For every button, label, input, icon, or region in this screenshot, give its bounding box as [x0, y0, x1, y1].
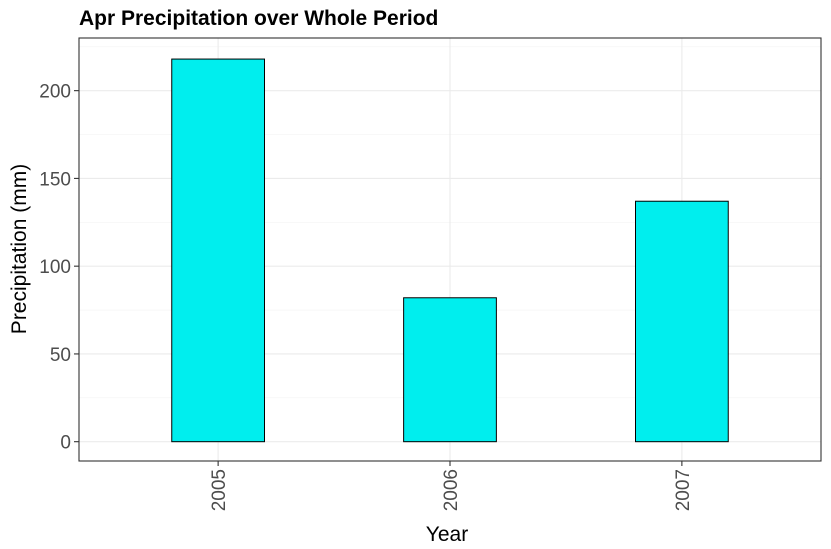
x-tick-label: 2005 — [209, 469, 230, 511]
y-axis: 0 50 100 150 200 — [39, 82, 79, 454]
x-axis: 2005 2006 2007 — [209, 461, 694, 511]
bar-2006 — [403, 297, 497, 443]
y-tick-label: 150 — [39, 169, 71, 190]
bars — [171, 58, 729, 443]
chart-title: Apr Precipitation over Whole Period — [79, 7, 438, 30]
x-tick-label: 2006 — [441, 469, 462, 511]
y-tick-label: 0 — [60, 433, 71, 454]
x-axis-title: Year — [426, 523, 468, 546]
y-tick-label: 100 — [39, 257, 71, 278]
y-axis-title: Precipitation (mm) — [8, 164, 31, 334]
x-tick-label: 2007 — [673, 469, 694, 511]
y-tick-label: 50 — [50, 345, 71, 366]
bar-2005 — [171, 58, 265, 443]
bar-2007 — [635, 200, 729, 443]
y-tick-label: 200 — [39, 82, 71, 103]
